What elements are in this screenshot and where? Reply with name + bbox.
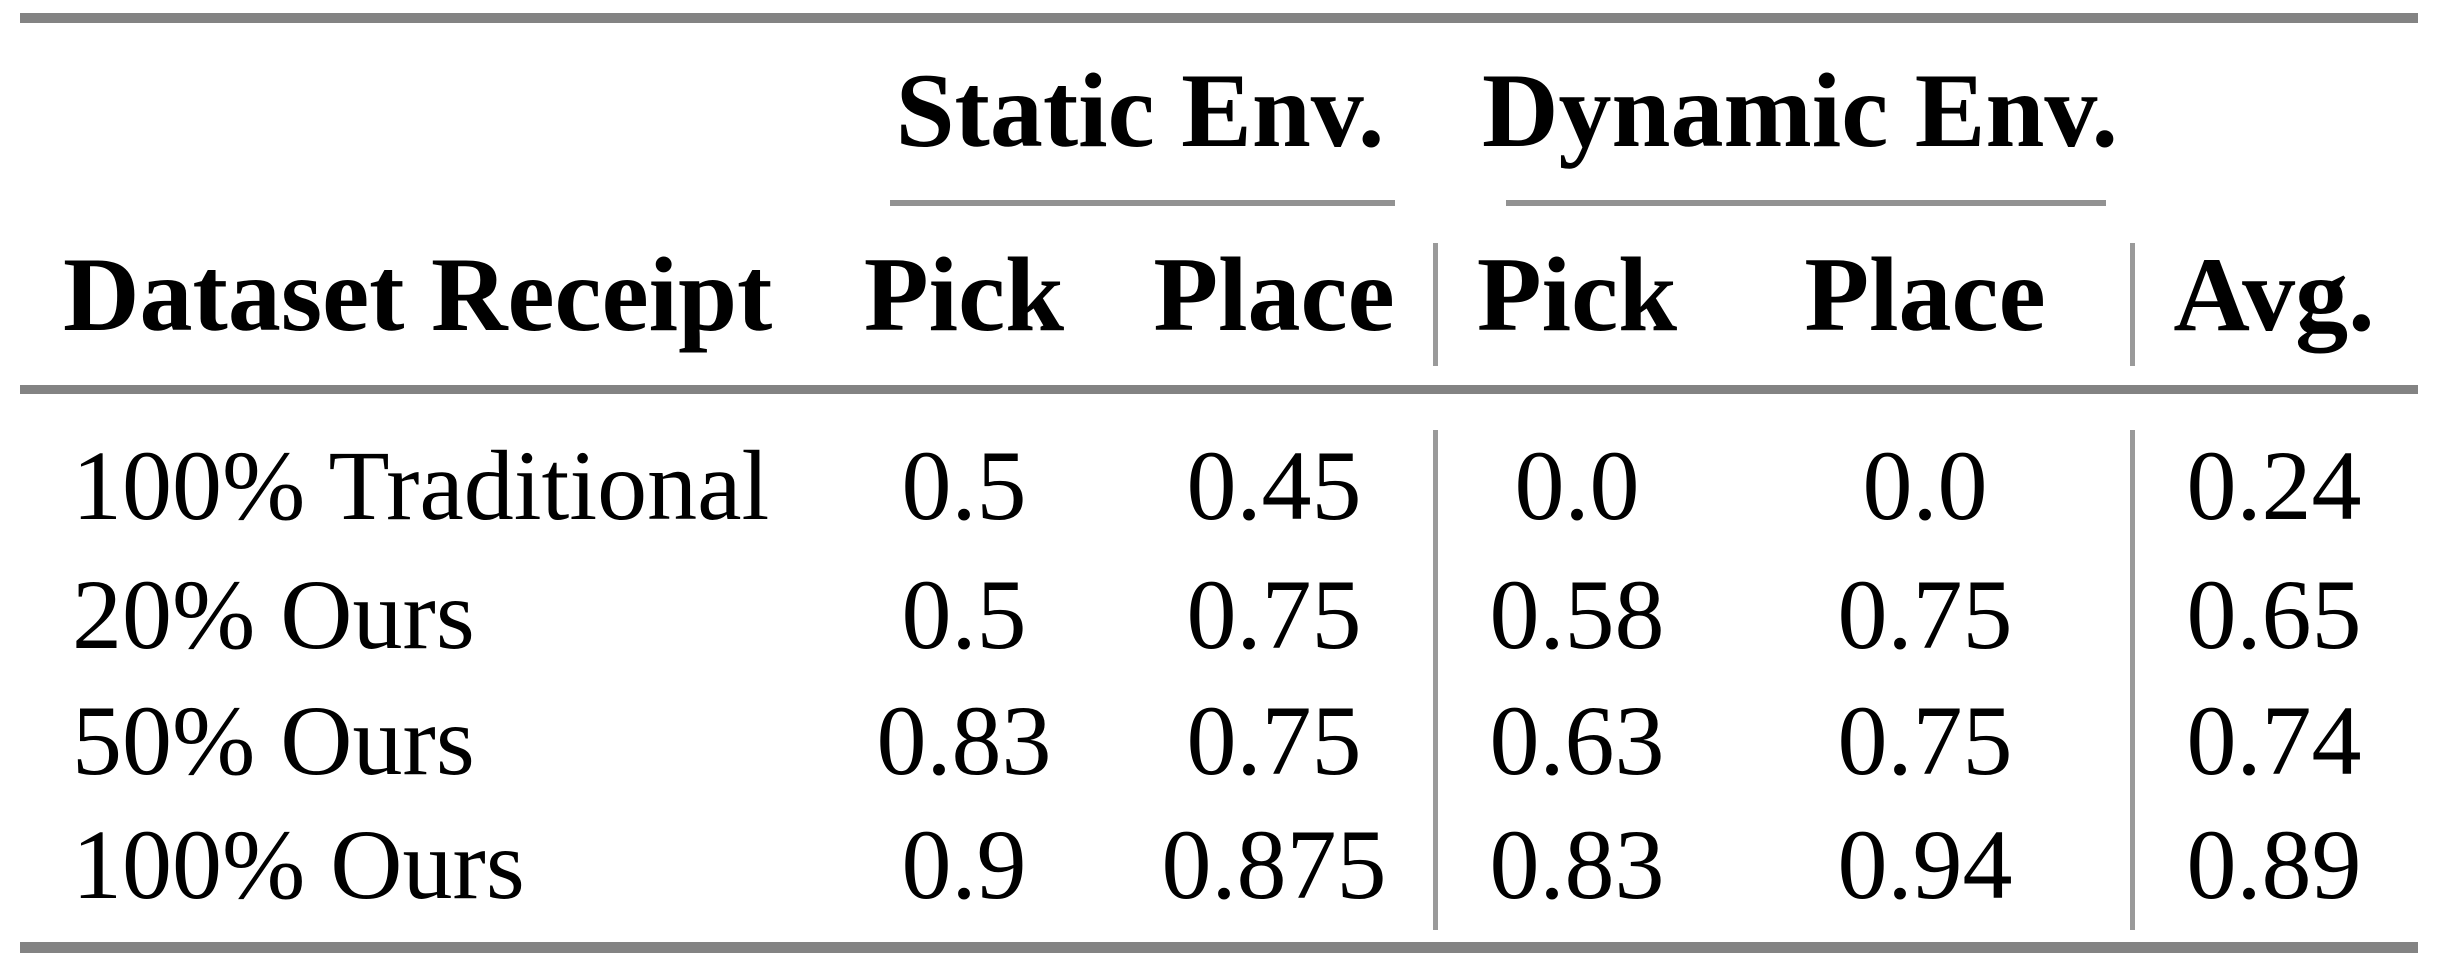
column-header-dynamic-place: Place: [1804, 236, 2046, 353]
cell-dynamic-place: 0.0: [1862, 430, 1988, 541]
avg-divider-body: [2130, 430, 2135, 930]
cell-avg: 0.65: [2186, 559, 2362, 670]
cell-static-pick: 0.5: [901, 559, 1027, 670]
group-header-dynamic-env: Dynamic Env.: [1481, 52, 2119, 169]
static-dynamic-divider-body: [1433, 430, 1438, 930]
dynamic-env-underline: [1506, 200, 2106, 206]
cell-label: 100% Ours: [72, 809, 525, 920]
column-header-static-pick: Pick: [863, 236, 1065, 353]
column-header-static-place: Place: [1153, 236, 1395, 353]
static-env-underline: [890, 200, 1395, 206]
header-midrule: [20, 385, 2418, 394]
cell-static-place: 0.45: [1186, 430, 1362, 541]
bottom-rule: [20, 942, 2418, 953]
cell-avg: 0.89: [2186, 809, 2362, 920]
table-row: 100% Ours 0.9 0.875 0.83 0.94 0.89: [0, 810, 2440, 935]
cell-static-place: 0.75: [1186, 559, 1362, 670]
cell-static-place: 0.875: [1161, 809, 1387, 920]
cell-label: 100% Traditional: [72, 430, 770, 541]
cell-dynamic-pick: 0.63: [1489, 685, 1665, 796]
cell-avg: 0.24: [2186, 430, 2362, 541]
cell-dynamic-pick: 0.58: [1489, 559, 1665, 670]
column-header-dynamic-pick: Pick: [1476, 236, 1678, 353]
table-row: 50% Ours 0.83 0.75 0.63 0.75 0.74: [0, 686, 2440, 811]
cell-label: 50% Ours: [72, 685, 475, 796]
cell-static-place: 0.75: [1186, 685, 1362, 796]
cell-dynamic-place: 0.75: [1837, 685, 2013, 796]
cell-avg: 0.74: [2186, 685, 2362, 796]
cell-static-pick: 0.9: [901, 809, 1027, 920]
column-header-dataset: Dataset Receipt: [63, 236, 773, 353]
cell-label: 20% Ours: [72, 559, 475, 670]
cell-dynamic-place: 0.94: [1837, 809, 2013, 920]
cell-dynamic-pick: 0.0: [1514, 430, 1640, 541]
cell-static-pick: 0.83: [876, 685, 1052, 796]
group-header-static-env: Static Env.: [895, 52, 1385, 169]
avg-divider-header: [2130, 243, 2135, 366]
column-header-row: Dataset Receipt Pick Place Pick Place Av…: [0, 236, 2440, 362]
table-row: 20% Ours 0.5 0.75 0.58 0.75 0.65: [0, 560, 2440, 685]
top-rule: [20, 13, 2418, 23]
cell-static-pick: 0.5: [901, 430, 1027, 541]
static-dynamic-divider-header: [1433, 243, 1438, 366]
cell-dynamic-pick: 0.83: [1489, 809, 1665, 920]
table-row: 100% Traditional 0.5 0.45 0.0 0.0 0.24: [0, 431, 2440, 556]
column-header-avg: Avg.: [2173, 236, 2375, 353]
cell-dynamic-place: 0.75: [1837, 559, 2013, 670]
